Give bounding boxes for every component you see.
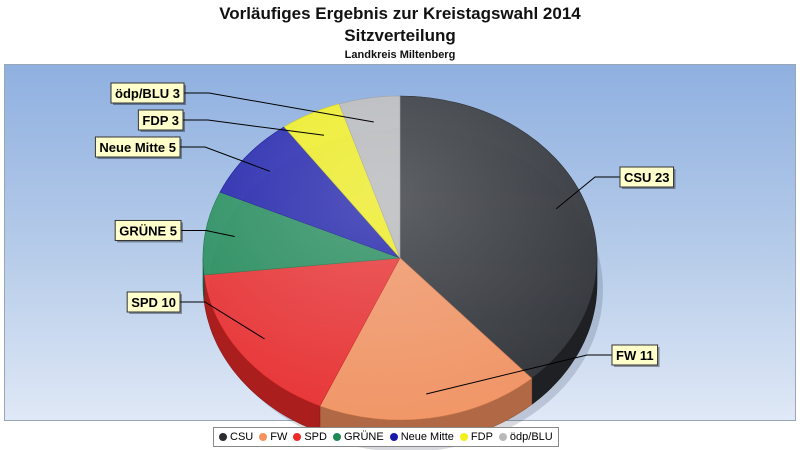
callout-box xyxy=(137,109,184,131)
callout-text: CSU 23 xyxy=(624,170,670,185)
callout-label-fdp: FDP 3 xyxy=(137,109,185,132)
legend-swatch xyxy=(219,433,227,441)
legend-item-gr-ne[interactable]: GRÜNE xyxy=(332,431,384,443)
callout-text: SPD 10 xyxy=(131,295,176,310)
legend-label: ödp/BLU xyxy=(509,431,553,443)
callout-box xyxy=(619,166,675,188)
legend-item-neue-mitte[interactable]: Neue Mitte xyxy=(389,431,454,443)
callout-line-gr-ne xyxy=(180,229,235,237)
callout-text: FW 11 xyxy=(616,348,654,363)
callout-box xyxy=(110,82,185,104)
callout-line-csu xyxy=(555,176,620,210)
legend-swatch xyxy=(389,433,398,441)
legend-item-csu[interactable]: CSU xyxy=(219,431,253,443)
legend-label: FW xyxy=(270,431,288,443)
legend-swatch xyxy=(293,433,302,441)
callout-line-fdp xyxy=(183,119,325,136)
callout-label-gr-ne: GRÜNE 5 xyxy=(114,219,183,243)
callout-label--dp-blu: ödp/BLU 3 xyxy=(110,82,186,105)
callout-label-csu: CSU 23 xyxy=(619,166,676,189)
legend-item-fdp[interactable]: FDP xyxy=(459,431,493,443)
legend-item--dp-blu[interactable]: ödp/BLU xyxy=(498,431,553,443)
legend-swatch xyxy=(459,433,468,441)
callout-box xyxy=(94,136,181,158)
callout-box xyxy=(114,219,182,241)
legend-swatch xyxy=(498,433,507,441)
chart-title: Vorläufiges Ergebnis zur Kreistagswahl 2… xyxy=(219,4,581,23)
callout-text: ödp/BLU 3 xyxy=(115,86,180,101)
callout-line-neue-mitte xyxy=(180,146,271,172)
callout-label-spd: SPD 10 xyxy=(126,291,182,314)
legend-swatch xyxy=(259,433,268,441)
legend-item-fw[interactable]: FW xyxy=(259,431,287,443)
legend: CSU FW SPD GRÜNE Neue Mitte FDP ödp/BLU xyxy=(213,427,559,447)
callout-text: GRÜNE 5 xyxy=(119,223,177,238)
chart-region-label: Landkreis Miltenberg xyxy=(344,49,456,61)
callout-line-spd xyxy=(180,301,265,340)
callout-label-fw: FW 11 xyxy=(611,344,660,367)
legend-label: FDP xyxy=(470,431,493,443)
callout-box xyxy=(126,291,181,313)
legend-swatch xyxy=(332,433,341,441)
legend-item-spd[interactable]: SPD xyxy=(293,431,327,443)
chart-subtitle: Sitzverteilung xyxy=(344,26,456,45)
callout-label-neue-mitte: Neue Mitte 5 xyxy=(94,136,182,159)
legend-label: SPD xyxy=(304,431,327,443)
legend-label: CSU xyxy=(230,431,254,443)
legend-label: GRÜNE xyxy=(343,431,384,443)
callout-line--dp-blu xyxy=(184,92,374,123)
legend-label: Neue Mitte xyxy=(400,431,454,443)
pie-gloss xyxy=(203,96,597,420)
callout-line-fw xyxy=(426,354,612,395)
callout-text: FDP 3 xyxy=(142,113,179,128)
callout-text: Neue Mitte 5 xyxy=(99,140,176,155)
callout-box xyxy=(611,344,659,366)
